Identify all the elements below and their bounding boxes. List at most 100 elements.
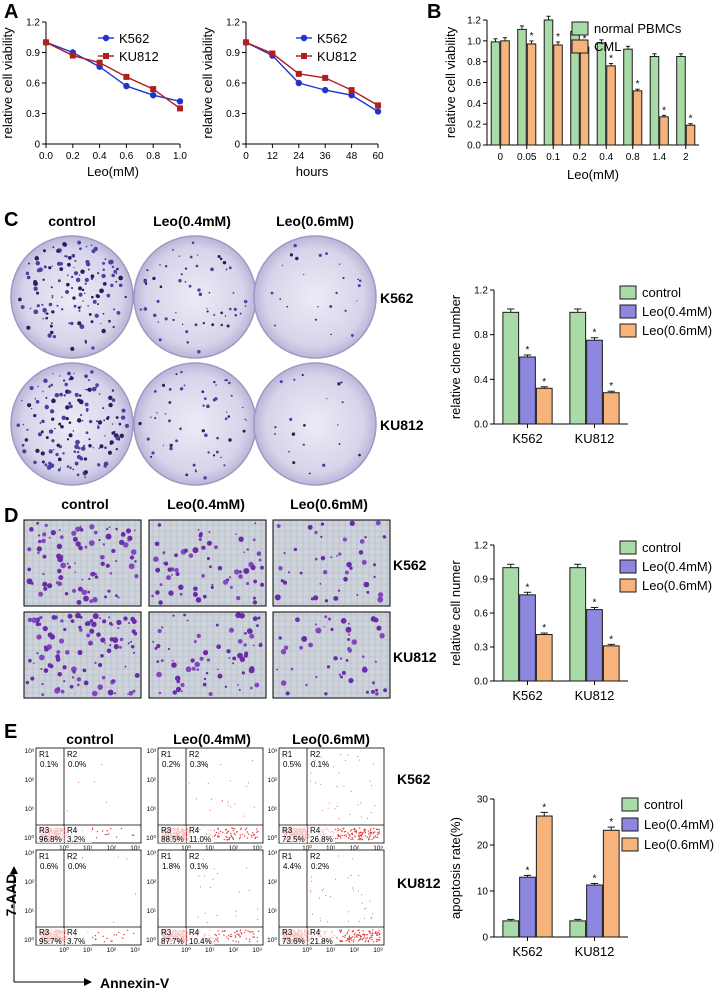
- colony: [77, 240, 81, 245]
- migrated-cell: [333, 595, 339, 601]
- colony: [84, 292, 86, 295]
- colony: [274, 425, 277, 429]
- event-dot: [234, 936, 237, 938]
- colony: [76, 450, 80, 454]
- colony: [65, 255, 68, 258]
- event-dot: [227, 801, 229, 803]
- event-dot: [349, 835, 351, 837]
- migrated-cell: [250, 564, 256, 571]
- legend-label: control: [644, 797, 683, 812]
- x-axis-label: Leo(mM): [567, 167, 619, 182]
- event-dot: [215, 831, 218, 834]
- colony: [85, 259, 90, 265]
- event-dot: [360, 835, 363, 837]
- colony: [74, 392, 79, 397]
- migrated-cell: [42, 532, 47, 537]
- migrated-cell: [244, 651, 249, 656]
- culture-dish: [10, 235, 134, 359]
- event-dot: [233, 828, 236, 830]
- colony: [201, 429, 205, 433]
- bar: [502, 567, 520, 682]
- colony: [84, 277, 89, 283]
- migrated-cell: [248, 667, 255, 674]
- event-dot: [361, 839, 363, 841]
- migrated-cell: [83, 680, 89, 686]
- colony: [21, 443, 25, 447]
- colony: [206, 404, 210, 409]
- event-dot: [209, 809, 211, 811]
- colony: [289, 253, 294, 257]
- flow-y-tick-label: 10⁰: [24, 936, 34, 944]
- bar: [649, 55, 660, 146]
- colony: [91, 346, 95, 350]
- event-dot: [351, 837, 353, 839]
- y-tick-label: 1.0: [467, 36, 481, 47]
- e-row-label-ku812: KU812: [397, 875, 441, 891]
- significance-mark: *: [542, 802, 546, 813]
- colony: [44, 404, 49, 410]
- event-dot: [97, 931, 100, 934]
- event-dot: [240, 827, 242, 829]
- event-dot: [329, 802, 331, 804]
- migrated-cell: [60, 689, 65, 694]
- migrated-cell: [93, 530, 98, 535]
- flow-y-tick-label: 10³: [268, 850, 278, 857]
- colony: [243, 299, 248, 304]
- culture-dish: [253, 362, 377, 486]
- colony: [151, 451, 155, 455]
- colony: [103, 419, 106, 422]
- colony: [292, 461, 296, 465]
- colony: [329, 305, 332, 307]
- colony: [146, 437, 150, 441]
- flow-y-tick-label: 10³: [147, 748, 157, 755]
- event-dot: [367, 941, 370, 943]
- colony: [73, 267, 75, 269]
- colony: [49, 409, 55, 414]
- colony: [70, 321, 74, 326]
- flow-x-tick-label: 10²: [107, 845, 117, 852]
- migrated-cell: [299, 571, 303, 575]
- colony: [202, 404, 205, 407]
- event-dot: [240, 933, 243, 935]
- migrated-cell: [114, 692, 117, 695]
- event-dot: [230, 806, 232, 808]
- migrated-cell: [349, 566, 353, 570]
- category-label: 0.4: [599, 152, 613, 163]
- migrated-cell: [243, 643, 247, 647]
- colony: [183, 384, 186, 387]
- migrated-cell: [340, 675, 343, 679]
- culture-dish: [253, 235, 377, 359]
- event-dot: [351, 858, 353, 860]
- migrated-cell: [36, 634, 42, 640]
- migrated-cell: [290, 667, 294, 671]
- migrated-cell: [115, 560, 118, 563]
- flow-x-tick-label: 10⁰: [302, 844, 312, 852]
- significance-mark: *: [542, 377, 546, 388]
- event-dot: [96, 830, 99, 833]
- event-dot: [341, 940, 344, 942]
- panel-label-d: D: [4, 505, 18, 527]
- colony: [159, 264, 161, 266]
- migrated-cell: [111, 679, 115, 682]
- event-dot: [126, 929, 129, 931]
- significance-mark: *: [593, 328, 597, 339]
- event-dot: [334, 808, 336, 810]
- data-point-ku812: [123, 73, 130, 80]
- colony: [101, 273, 106, 279]
- migrated-cell: [361, 559, 367, 565]
- quadrant-label: R3: [282, 928, 293, 937]
- colony: [96, 425, 100, 429]
- colony: [16, 423, 20, 428]
- event-dot: [236, 930, 238, 932]
- migrated-cell: [246, 581, 250, 586]
- data-point-ku812: [177, 105, 183, 112]
- event-dot: [340, 930, 342, 932]
- migrated-cell: [235, 533, 237, 536]
- event-dot: [363, 933, 365, 935]
- migrated-cell: [88, 540, 95, 547]
- migrated-cell: [81, 578, 84, 581]
- migrated-cell: [199, 656, 204, 661]
- colony: [303, 273, 305, 276]
- x-tick-label: 0.8: [146, 151, 160, 162]
